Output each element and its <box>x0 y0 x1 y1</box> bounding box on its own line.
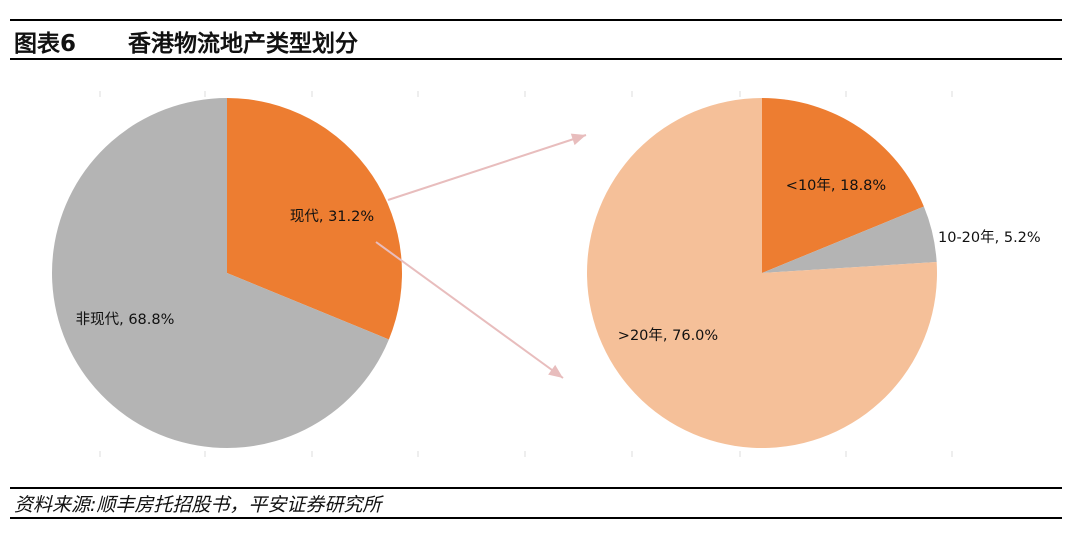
data-label-非现代: 非现代, 68.8% <box>76 311 175 328</box>
connector-arrows <box>375 133 587 379</box>
pie-slice-lt10年 <box>762 98 924 273</box>
chart-title: 香港物流地产类型划分 <box>128 31 358 57</box>
title-rule <box>10 58 1062 60</box>
connector-arrow-upper <box>387 134 587 201</box>
pie-slice-非现代 <box>52 98 389 448</box>
connector-arrow-upper-head <box>570 133 586 146</box>
data-label-10-20年: 10-20年, 5.2% <box>938 229 1041 246</box>
data-label-gt20年: >20年, 76.0% <box>618 327 718 344</box>
grid-ticks <box>99 91 953 457</box>
chart-area: 现代, 31.2% 非现代, 68.8% <10年, 18.8% 10-20年, 5.… <box>52 91 1041 457</box>
top-rule <box>10 19 1062 21</box>
source-rule-top <box>10 487 1062 489</box>
connector-arrow-lower-head <box>548 364 563 378</box>
pie-chart-age-breakdown <box>587 98 937 448</box>
pie-chart-property-type <box>52 98 402 448</box>
figure-label: 图表6 <box>14 31 77 57</box>
data-labels: 现代, 31.2% 非现代, 68.8% <10年, 18.8% 10-20年, 5.… <box>76 177 1041 344</box>
connector-arrow-lower <box>375 241 564 379</box>
pie-slice-现代 <box>227 98 402 340</box>
source-note: 资料来源:顺丰房托招股书，平安证券研究所 <box>14 494 382 516</box>
pie-slice-10-20年 <box>762 206 937 273</box>
data-label-现代: 现代, 31.2% <box>290 208 374 225</box>
data-label-lt10年: <10年, 18.8% <box>786 177 886 194</box>
pie-slice-gt20年 <box>587 98 937 448</box>
source-rule-bottom <box>10 517 1062 519</box>
